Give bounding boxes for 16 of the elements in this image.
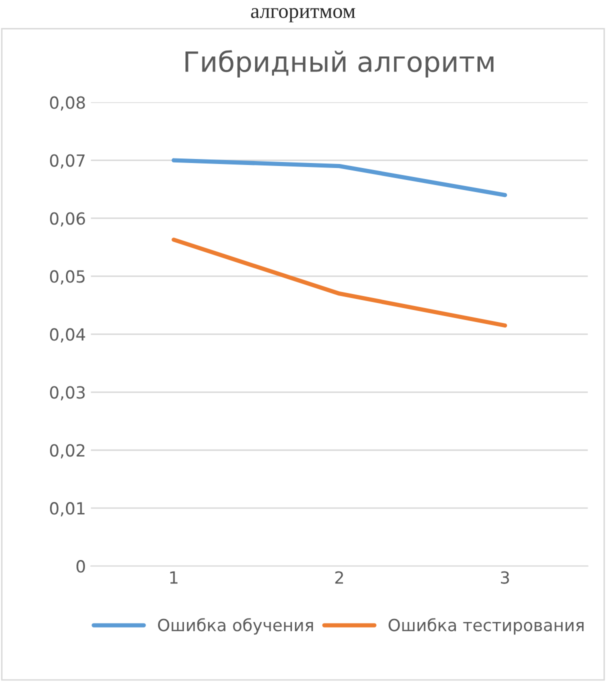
y-tick-label: 0,01 — [50, 502, 84, 516]
chart-title: Гибридный алгоритм — [185, 50, 494, 78]
text: алгоритмом — [251, 8, 356, 22]
y-tick-label: 0,04 — [50, 328, 86, 342]
x-tick-label: 2 — [335, 571, 343, 584]
legend-label: Ошибка обучения — [158, 618, 313, 635]
y-tick-label: 0,07 — [50, 154, 85, 169]
x-tick-label: 3 — [500, 571, 509, 584]
y-tick-label: 0,05 — [50, 270, 85, 284]
y-tick-label: 0,06 — [50, 212, 85, 227]
y-tick-label: 0,03 — [50, 386, 85, 400]
y-tick-label: 0,08 — [50, 96, 85, 111]
legend-label: Ошибка тестирования — [388, 618, 584, 635]
x-tick-label: 1 — [170, 571, 178, 584]
y-tick-label: 0,02 — [50, 444, 84, 458]
y-tick-label: 0 — [76, 560, 85, 573]
